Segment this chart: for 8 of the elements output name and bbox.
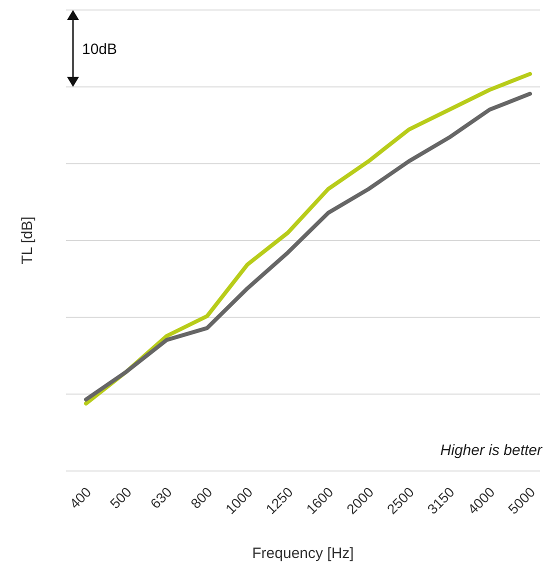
x-tick-label: 630 xyxy=(147,484,175,512)
y-axis-title: TL [dB] xyxy=(19,216,36,264)
x-axis-title: Frequency [Hz] xyxy=(252,545,354,562)
x-tick-label: 800 xyxy=(187,484,216,512)
annotation: Higher is better xyxy=(440,442,543,459)
text: 10dB xyxy=(82,41,118,58)
x-tick-label: 500 xyxy=(106,484,135,512)
x-tick-label: 400 xyxy=(66,484,94,512)
